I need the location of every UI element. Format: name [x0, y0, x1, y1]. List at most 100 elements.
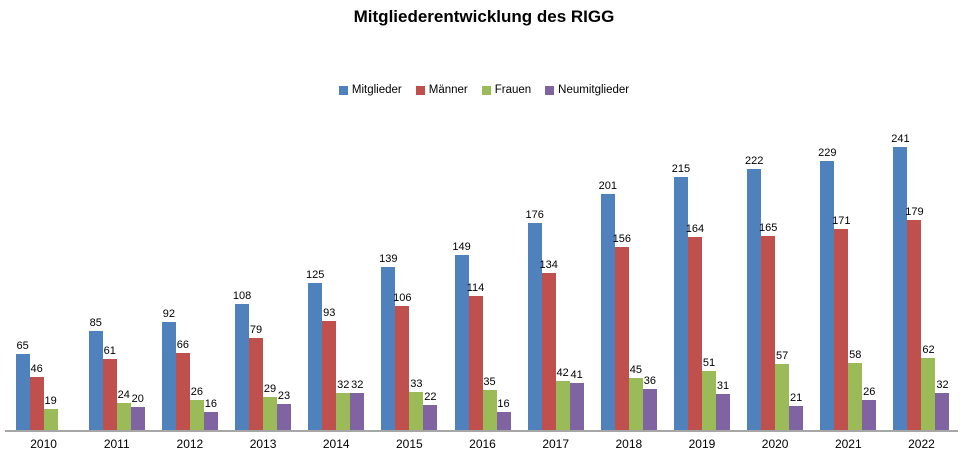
bar-value-label: 139	[379, 253, 398, 265]
bar-frauen: 45	[628, 364, 643, 431]
bar-neumitglieder: 32	[350, 379, 365, 431]
bar-value-label: 58	[849, 349, 862, 361]
legend-item: Mitglieder	[338, 84, 402, 96]
bar-value-label: 65	[16, 340, 29, 352]
bar-value-label: 164	[685, 223, 705, 235]
bar-group: 241 179 62 32	[885, 133, 958, 431]
bar-value-label: 125	[306, 269, 325, 281]
bar-value-label: 57	[776, 350, 789, 362]
bar-frauen: 35	[482, 376, 497, 431]
x-axis-label: 2021	[834, 437, 862, 451]
bar-value-label: 16	[497, 398, 510, 410]
bar-value-label: 35	[483, 376, 496, 388]
bar-frauen: 33	[409, 378, 424, 431]
bar-value-label: 20	[131, 393, 144, 405]
legend-label: Männer	[428, 84, 468, 96]
bar-value-label: 92	[162, 308, 176, 320]
bar-group: 65 46 19	[7, 136, 80, 431]
chart-legend: Mitglieder Männer Frauen Neumitglieder	[0, 84, 968, 96]
legend-swatch-icon	[545, 85, 555, 95]
bar-frauen: 24	[116, 389, 131, 431]
bar-value-label: 26	[863, 386, 876, 398]
bar-neumitglieder: 22	[423, 391, 438, 431]
bar-group: 108 79 29 23	[226, 136, 299, 431]
bar-neumitglieder: 26	[862, 386, 877, 431]
bar-mitglieder: 125	[306, 269, 324, 431]
bar-frauen: 29	[263, 383, 278, 431]
bar-value-label: 24	[117, 389, 130, 401]
bar-mitglieder: 92	[161, 308, 176, 431]
bar-group: 85 61 24 20	[80, 136, 153, 431]
bar-männer: 156	[613, 233, 631, 431]
bar-value-label: 114	[466, 282, 485, 294]
legend-swatch-icon	[481, 85, 491, 95]
bar-value-label: 36	[643, 375, 656, 387]
x-axis-label: 2012	[176, 437, 204, 451]
x-axis-label: 2011	[103, 437, 130, 451]
chart-title: Mitgliederentwicklung des RIGG	[353, 7, 615, 26]
bar-value-label: 229	[818, 147, 837, 159]
legend-item: Männer	[415, 84, 468, 96]
bar-frauen: 62	[921, 344, 936, 431]
bar-mitglieder: 215	[672, 163, 690, 431]
bar-value-label: 31	[716, 380, 730, 392]
bar-mitglieder: 176	[525, 209, 544, 431]
bar-value-label: 156	[612, 233, 632, 245]
bar-mitglieder: 108	[233, 290, 251, 431]
bar-männer: 46	[29, 363, 44, 431]
x-axis-label: 2019	[688, 437, 716, 451]
bar-value-label: 149	[452, 241, 471, 253]
bar-group: 149 114 35 16	[446, 136, 519, 431]
x-axis-label: 2022	[908, 437, 935, 451]
bar-mitglieder: 85	[88, 317, 103, 431]
bar-frauen: 32	[336, 379, 351, 431]
bar-value-label: 21	[790, 392, 803, 404]
bar-frauen: 19	[43, 395, 58, 431]
bar-neumitglieder: 16	[203, 398, 218, 431]
bar-frauen: 58	[848, 349, 863, 431]
bar-group: 222 165 57 21	[739, 136, 812, 431]
x-axis-line	[5, 430, 958, 432]
bar-männer: 164	[686, 223, 704, 431]
legend-item: Neumitglieder	[545, 84, 629, 96]
bar-value-label: 32	[351, 379, 364, 391]
bar-männer: 165	[759, 222, 777, 431]
bar-neumitglieder: 21	[789, 392, 804, 431]
bar-frauen: 26	[189, 386, 204, 431]
bar-neumitglieder: 32	[935, 379, 950, 431]
bar-value-label: 19	[44, 395, 57, 407]
bar-männer: 93	[322, 307, 337, 431]
bar-value-label: 16	[204, 398, 218, 410]
bar-value-label: 51	[702, 357, 716, 369]
bar-männer: 171	[832, 215, 850, 431]
bar-männer: 61	[102, 345, 117, 431]
bar-mitglieder: 229	[818, 147, 836, 431]
bar-value-label: 79	[249, 324, 263, 336]
bar-group: 229 171 58 26	[812, 136, 885, 431]
bar-value-label: 134	[539, 259, 558, 271]
bar-group: 92 66 26 16	[153, 136, 226, 431]
bar-value-label: 171	[832, 215, 851, 227]
bar-group: 125 93 32 32	[300, 136, 373, 431]
bar-neumitglieder: 23	[277, 390, 292, 431]
bar-group: 201 156 45 36	[592, 136, 665, 431]
x-axis-label: 2016	[469, 437, 496, 451]
bar-value-label: 62	[922, 344, 935, 356]
bar-frauen: 42	[555, 367, 570, 431]
bar-männer: 134	[539, 259, 558, 431]
bar-value-label: 29	[263, 383, 277, 395]
bar-value-label: 41	[570, 369, 583, 381]
x-axis-label: 2013	[249, 437, 277, 451]
bar-männer: 79	[249, 324, 264, 431]
bar-value-label: 222	[744, 155, 764, 167]
bar-group: 176 134 42 41	[519, 136, 592, 431]
bar-value-label: 33	[410, 378, 423, 390]
bar-value-label: 241	[891, 133, 910, 145]
x-axis-label: 2018	[615, 437, 643, 451]
bar-value-label: 108	[232, 290, 252, 302]
bar-value-label: 165	[758, 222, 778, 234]
bar-value-label: 23	[277, 390, 291, 402]
bar-mitglieder: 222	[745, 155, 763, 431]
bar-männer: 114	[467, 282, 484, 431]
